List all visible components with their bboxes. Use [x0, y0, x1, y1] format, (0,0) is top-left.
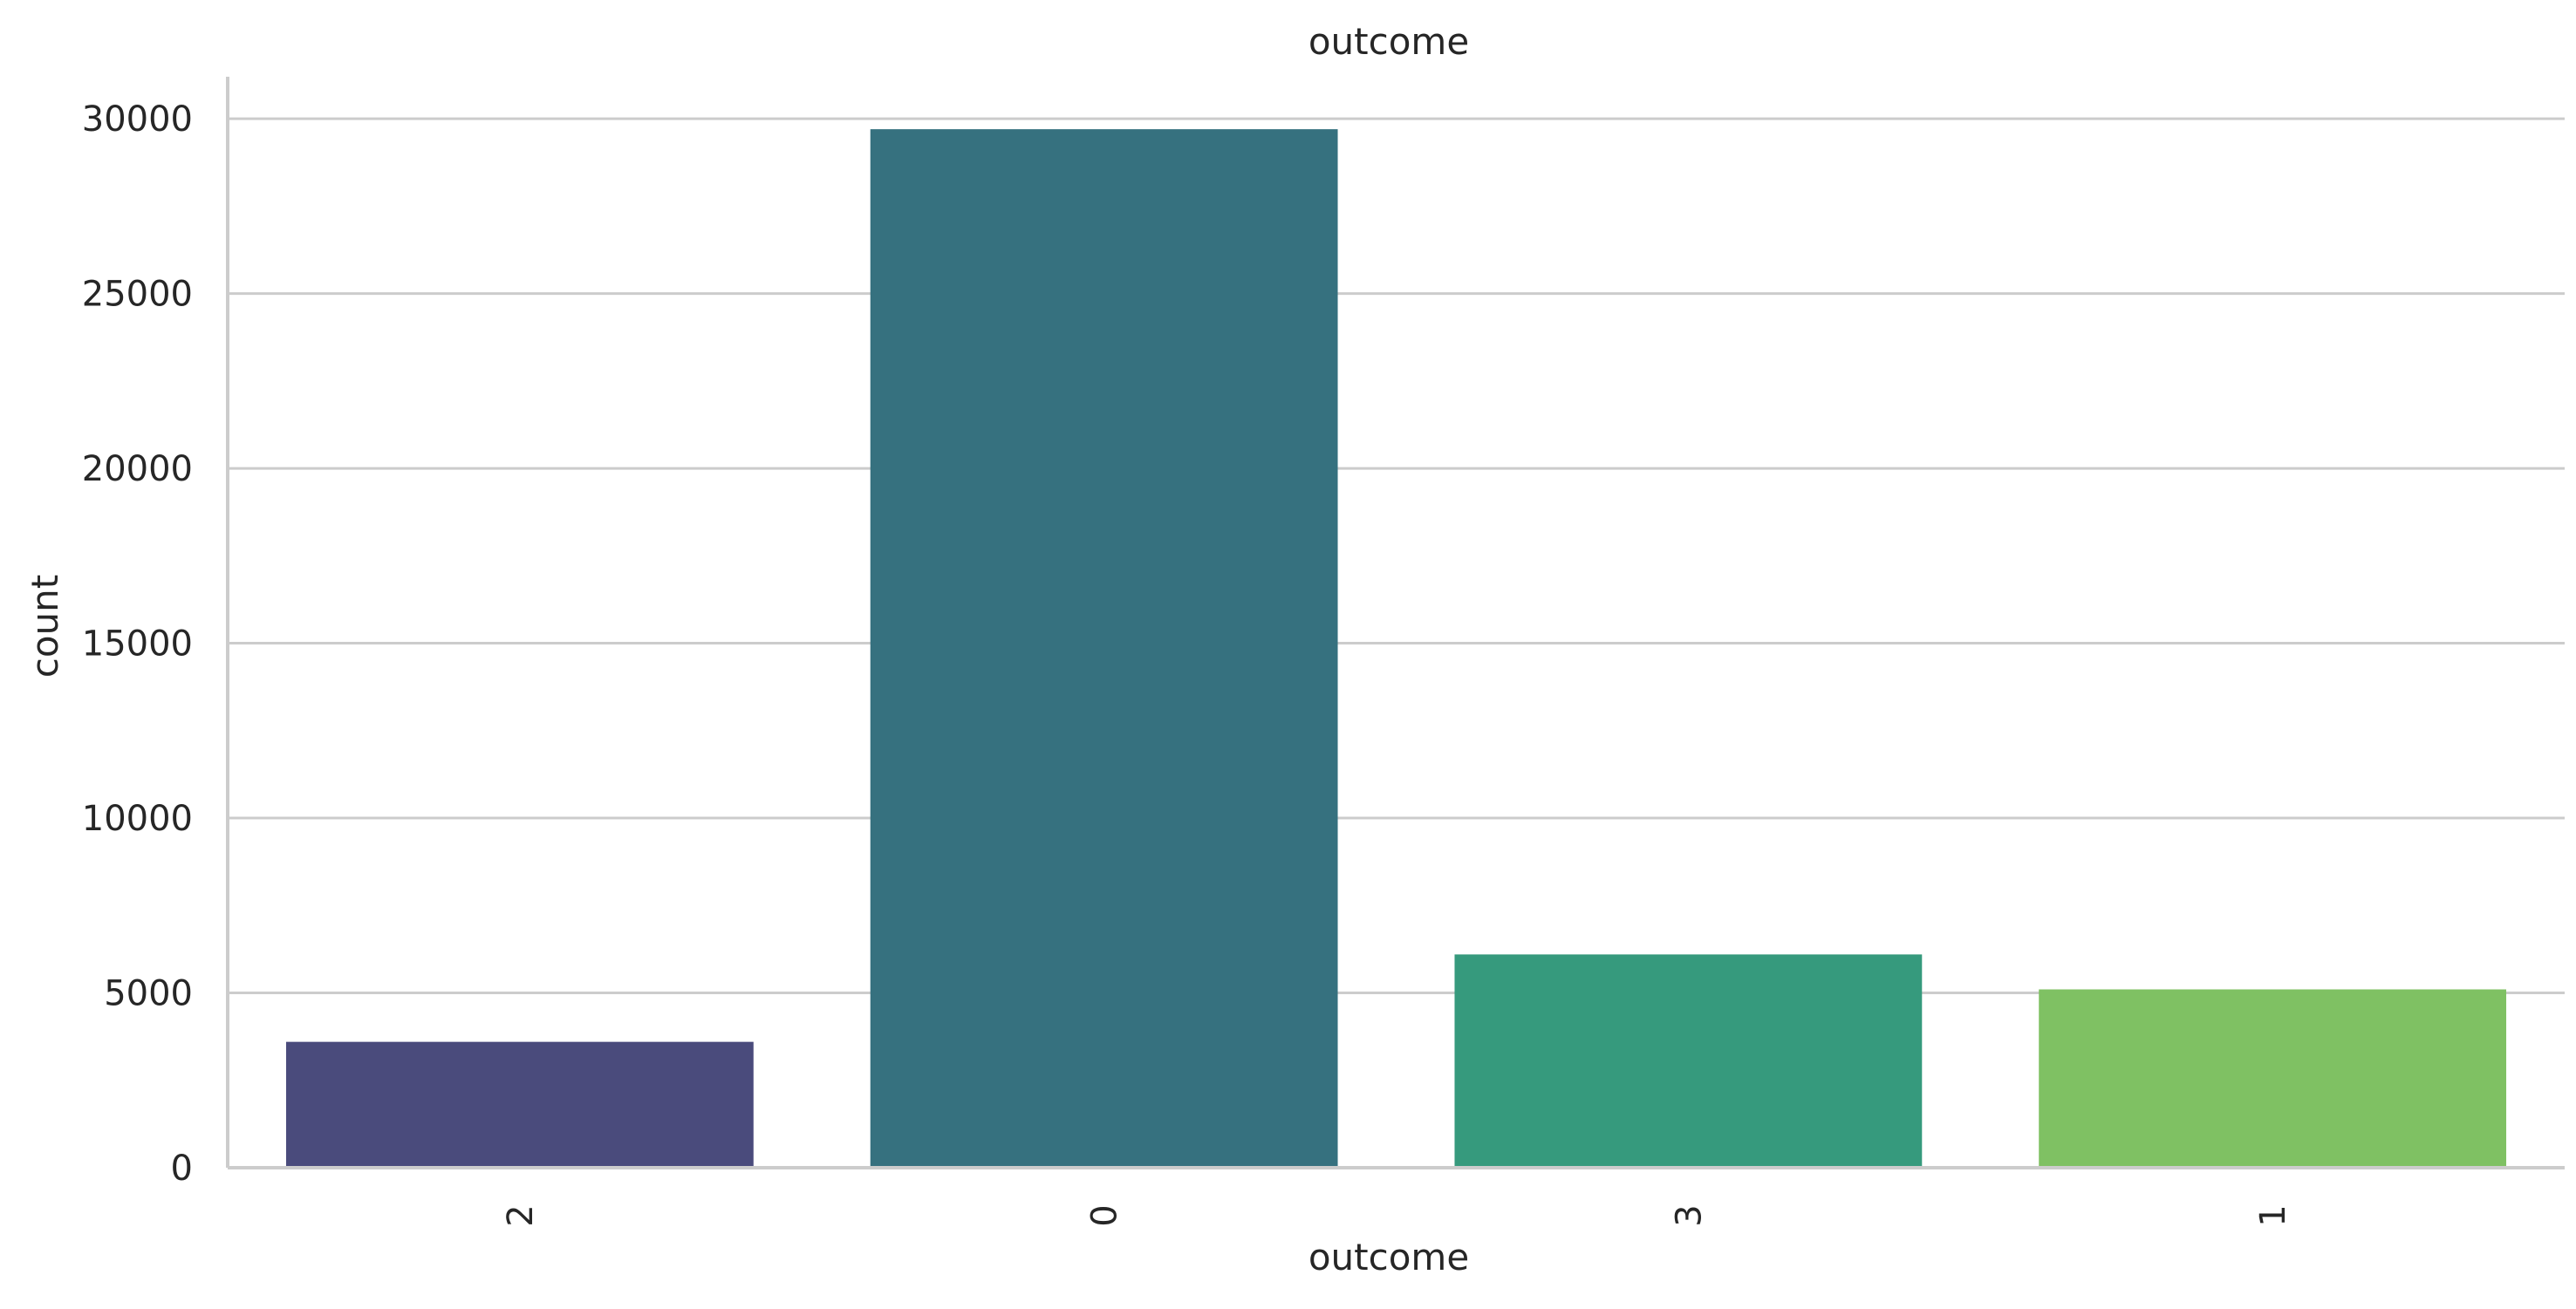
- y-axis-label: count: [24, 575, 66, 678]
- bar-2: [285, 1041, 754, 1168]
- bars: [285, 129, 2507, 1168]
- y-tick-label: 15000: [82, 624, 193, 665]
- y-tick-label: 10000: [82, 799, 193, 839]
- x-tick-label: 3: [1669, 1204, 1709, 1226]
- y-tick-label: 20000: [82, 449, 193, 489]
- x-tick-label: 0: [1085, 1204, 1125, 1226]
- bar-0: [870, 129, 1338, 1168]
- y-tick-label: 30000: [82, 99, 193, 140]
- chart-title: outcome: [1308, 20, 1469, 63]
- y-tick-label: 25000: [82, 275, 193, 315]
- gridlines: [228, 117, 2565, 995]
- bar-3: [1454, 954, 1923, 1168]
- axes: 0 5000 10000 15000 20000 25000 30000 2 0 3 1: [82, 77, 2565, 1227]
- bar-1: [2039, 989, 2507, 1168]
- y-tick-label: 0: [171, 1149, 193, 1189]
- x-axis-label: outcome: [1308, 1236, 1469, 1278]
- x-tick-label: 2: [501, 1204, 541, 1226]
- x-tick-label: 1: [2253, 1204, 2293, 1226]
- y-tick-label: 5000: [104, 974, 193, 1014]
